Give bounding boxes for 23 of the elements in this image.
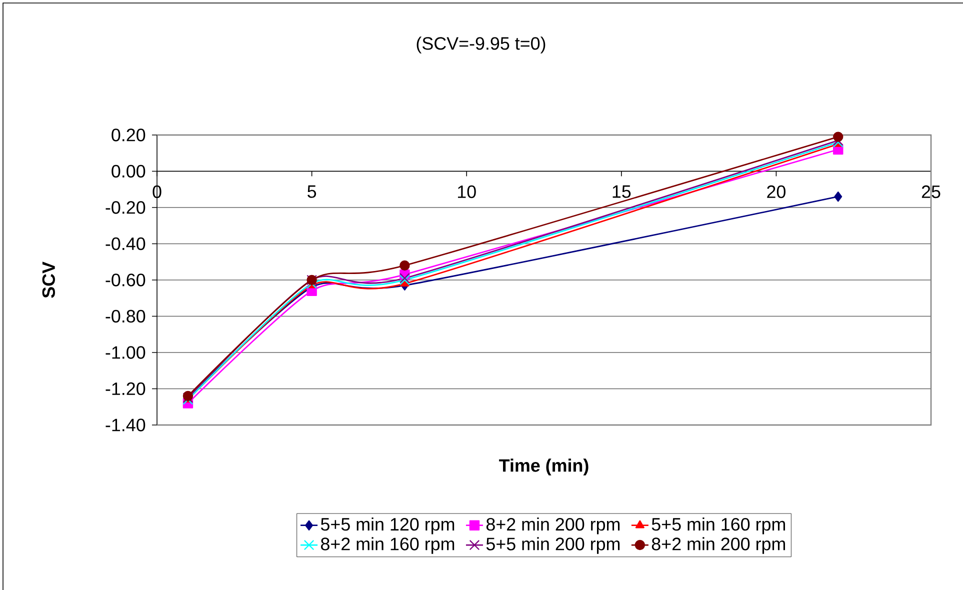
y-tick-label: 0.00 [112,164,146,178]
x-tick-label: 20 [767,185,786,198]
y-tick-label: -0.40 [106,237,146,250]
legend-label: 5+5 min 120 rpm [320,518,454,534]
legend-label: 5+5 min 160 rpm [652,518,785,534]
x-tick-label: 25 [922,185,940,198]
x-axis-title: Time (min) [499,458,588,476]
y-tick-label: -1.00 [106,346,146,359]
legend-label: 8+2 min 200 rpm [652,537,785,554]
y-tick-label: -1.20 [106,382,146,396]
x-tick-label: 5 [308,185,316,198]
x-tick-label: 15 [612,185,631,198]
y-axis-title: SCV [42,262,55,298]
chart-title: (SCV=-9.95 t=0) [416,36,546,54]
legend-label: 8+2 min 160 rpm [321,537,454,554]
legend-label: 8+2 min 200 rpm [486,518,620,534]
x-tick-label: 10 [458,185,476,198]
y-tick-label: 0.20 [112,128,146,142]
y-tick-label: -0.60 [106,274,146,286]
y-tick-label: -0.20 [106,201,146,214]
legend-label: 5+5 min 200 rpm [486,537,620,554]
y-tick-label: -0.80 [106,310,146,323]
y-tick-label: -1.40 [106,418,146,432]
